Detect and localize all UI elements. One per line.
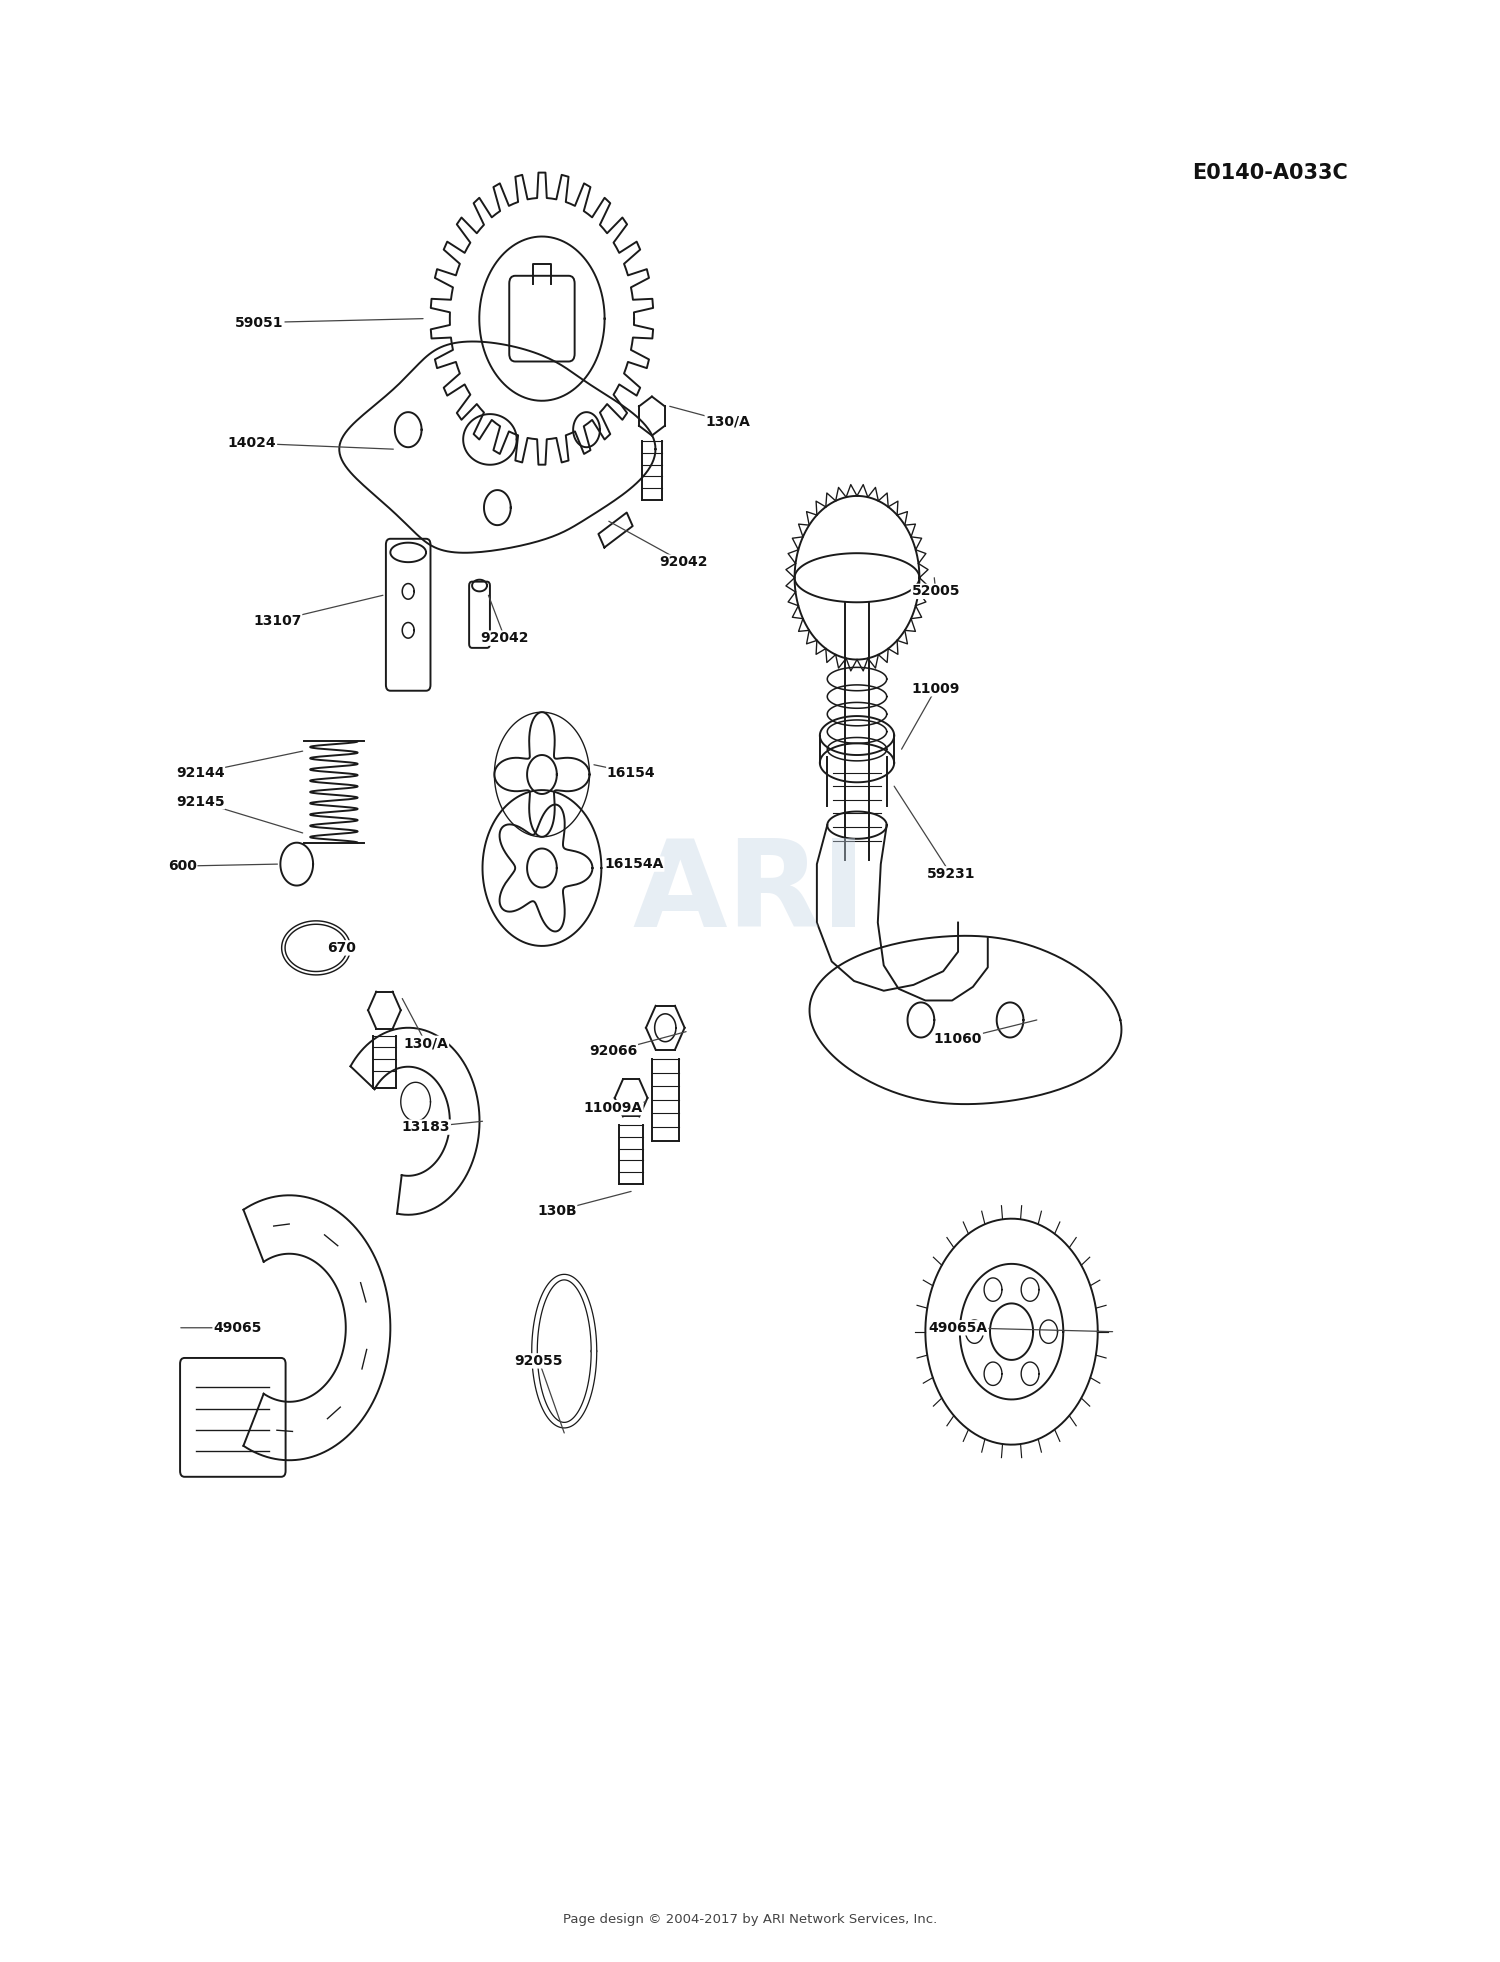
Text: 59051: 59051 [236,316,284,330]
Text: 92042: 92042 [480,632,530,645]
Text: 13107: 13107 [254,614,302,628]
Text: 92144: 92144 [176,765,225,779]
Text: 92145: 92145 [176,795,225,808]
Text: 16154: 16154 [608,765,656,779]
Text: ARI: ARI [633,836,867,952]
Text: 13183: 13183 [402,1120,450,1134]
FancyBboxPatch shape [180,1358,285,1477]
Text: 11060: 11060 [934,1032,982,1046]
Text: 52005: 52005 [912,585,960,598]
Text: 11009A: 11009A [584,1101,644,1114]
Text: 11009: 11009 [912,681,960,697]
Text: 14024: 14024 [228,436,276,451]
FancyBboxPatch shape [386,540,430,691]
Text: 49065: 49065 [213,1320,261,1334]
Text: 130/A: 130/A [404,1036,448,1050]
Text: 92042: 92042 [658,555,708,569]
Text: 92055: 92055 [514,1354,562,1368]
Text: 670: 670 [327,942,356,955]
Text: 130/A: 130/A [705,414,750,430]
Text: 59231: 59231 [927,867,975,881]
FancyBboxPatch shape [470,581,490,647]
FancyBboxPatch shape [509,277,574,361]
Text: 16154A: 16154A [604,857,664,871]
Text: E0140-A033C: E0140-A033C [1192,163,1348,182]
Text: 49065A: 49065A [928,1320,987,1334]
Text: 92066: 92066 [590,1044,638,1058]
Text: 130B: 130B [537,1205,576,1218]
Text: 600: 600 [168,859,196,873]
Text: Page design © 2004-2017 by ARI Network Services, Inc.: Page design © 2004-2017 by ARI Network S… [562,1913,938,1927]
